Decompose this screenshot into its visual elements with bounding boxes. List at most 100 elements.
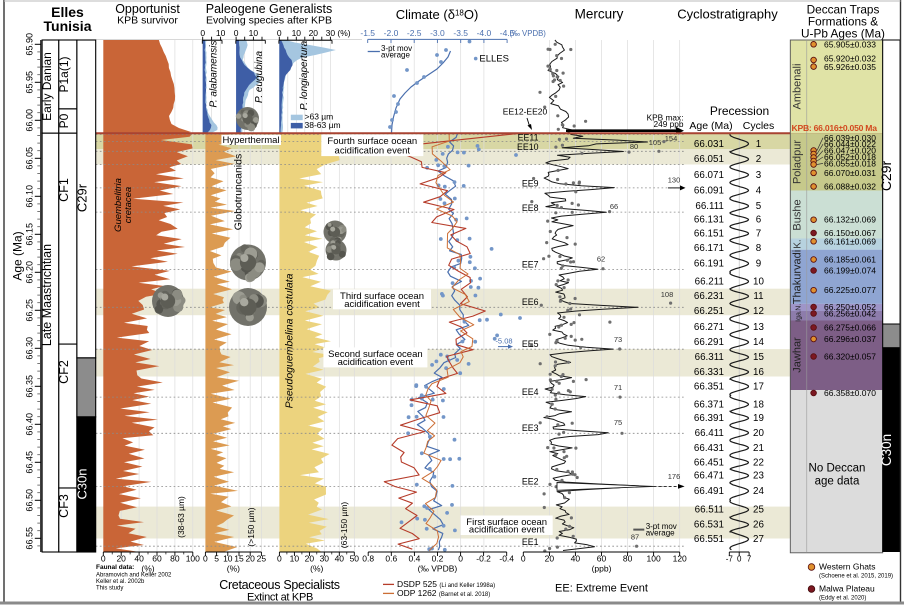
svg-text:30: 30 [320,554,330,564]
svg-text:40: 40 [335,554,345,564]
svg-text:66.25: 66.25 [25,299,35,322]
svg-text:0.8: 0.8 [362,554,374,564]
svg-text:acidification event: acidification event [469,525,545,536]
svg-text:66.171: 66.171 [694,243,724,254]
svg-text:66.199±0.074: 66.199±0.074 [824,266,876,276]
svg-text:12: 12 [753,306,764,317]
svg-text:13: 13 [753,322,764,333]
svg-text:10: 10 [216,28,226,38]
svg-text:66.055±0.018: 66.055±0.018 [824,158,876,168]
svg-text:66.00: 66.00 [25,109,35,132]
svg-text:Cycles: Cycles [743,120,775,132]
svg-text:66.039±0.030: 66.039±0.030 [824,133,876,143]
svg-text:C30n: C30n [75,468,90,499]
svg-text:66.291: 66.291 [694,337,724,348]
svg-text:66.111: 66.111 [695,201,724,212]
svg-text:No Deccan: No Deccan [809,463,866,475]
svg-text:0: 0 [277,28,282,38]
svg-text:EE2: EE2 [522,476,539,486]
svg-text:C29r: C29r [878,160,894,191]
svg-text:Abramovich and Keller 2002: Abramovich and Keller 2002 [96,573,172,579]
svg-text:(ppb): (ppb) [592,564,612,574]
svg-text:66.161±0.069: 66.161±0.069 [824,236,876,246]
svg-text:40: 40 [571,554,581,564]
svg-text:87: 87 [631,533,639,542]
svg-text:-3.0: -3.0 [430,28,445,38]
svg-text:-1.5: -1.5 [360,28,375,38]
svg-text:66.55: 66.55 [25,527,35,550]
svg-text:100: 100 [647,554,661,564]
svg-text:25: 25 [257,554,267,564]
svg-text:66.044±0.022: 66.044±0.022 [824,139,876,149]
svg-text:66.231: 66.231 [694,291,724,302]
svg-text:25: 25 [753,505,764,516]
svg-text:Age (Ma): Age (Ma) [11,231,25,280]
svg-text:66.070±0.031: 66.070±0.031 [824,168,876,178]
svg-text:66.091: 66.091 [694,185,724,196]
svg-text:10: 10 [292,28,302,38]
svg-text:27: 27 [753,534,764,545]
svg-text:EE1: EE1 [522,537,539,547]
svg-text:Elles: Elles [51,4,84,20]
svg-text:66.511: 66.511 [695,505,724,516]
svg-text:-0.2: -0.2 [476,554,491,564]
svg-text:Age (Ma): Age (Ma) [689,120,732,132]
svg-text:66.40: 66.40 [25,413,35,436]
svg-text:Extinct at KPB: Extinct at KPB [247,592,313,604]
svg-text:EE4: EE4 [522,387,539,397]
svg-text:10: 10 [290,554,300,564]
svg-text:105: 105 [649,138,662,147]
svg-text:71: 71 [614,383,622,392]
svg-text:Third surface ocean: Third surface ocean [340,291,424,302]
svg-text:(‰ VPDB): (‰ VPDB) [418,564,458,574]
svg-text:10: 10 [249,28,259,38]
svg-text:(>150 µm): (>150 µm) [246,507,256,546]
svg-text:66.05: 66.05 [25,147,35,170]
svg-text:Western Ghats: Western Ghats [819,562,876,572]
svg-text:66.271: 66.271 [694,322,724,333]
svg-text:C29r: C29r [75,183,90,212]
svg-text:4: 4 [756,185,762,196]
svg-text:20: 20 [753,428,764,439]
svg-text:80: 80 [170,554,180,564]
svg-text:7: 7 [747,555,752,564]
svg-text:100: 100 [186,554,200,564]
svg-text:66.15: 66.15 [25,223,35,246]
svg-text:15: 15 [753,352,764,363]
svg-text:average: average [646,529,675,538]
svg-text:C30n: C30n [879,434,894,466]
svg-text:66.250±0.052: 66.250±0.052 [824,302,876,312]
svg-text:EE5: EE5 [522,339,539,349]
svg-text:66.45: 66.45 [25,451,35,474]
svg-text:66.50: 66.50 [25,489,35,512]
svg-text:60: 60 [152,554,162,564]
svg-text:66.132±0.069: 66.132±0.069 [824,215,876,225]
svg-text:60: 60 [597,554,607,564]
svg-text:9: 9 [756,259,761,270]
svg-text:66.20: 66.20 [25,261,35,284]
svg-text:20: 20 [545,554,555,564]
svg-text:30: 30 [326,28,336,38]
svg-text:66.491: 66.491 [694,486,724,497]
svg-text:Formations &: Formations & [808,15,878,29]
svg-text:-2.0: -2.0 [384,28,399,38]
svg-text:P1a(1): P1a(1) [57,56,71,92]
svg-text:66: 66 [610,202,618,211]
svg-text:66.071: 66.071 [694,170,724,181]
svg-text:ODP 1262 (Barnet et al. 2018): ODP 1262 (Barnet et al. 2018) [397,588,490,598]
svg-text:66.331: 66.331 [694,367,724,378]
svg-text:66.131: 66.131 [694,215,724,226]
svg-text:-2.5: -2.5 [407,28,422,38]
svg-text:-4.5: -4.5 [500,28,515,38]
svg-text:26: 26 [753,520,764,531]
svg-text:average: average [381,51,410,60]
svg-text:(‰ VPDB): (‰ VPDB) [510,29,547,38]
svg-text:66.225±0.077: 66.225±0.077 [824,285,876,295]
svg-text:154: 154 [665,134,678,143]
svg-text:CF1: CF1 [57,178,71,202]
svg-text:20: 20 [245,554,255,564]
svg-text:1: 1 [756,139,761,150]
svg-text:P0: P0 [57,113,71,128]
svg-text:Deccan Traps: Deccan Traps [807,3,880,17]
svg-text:66.35: 66.35 [25,375,35,398]
